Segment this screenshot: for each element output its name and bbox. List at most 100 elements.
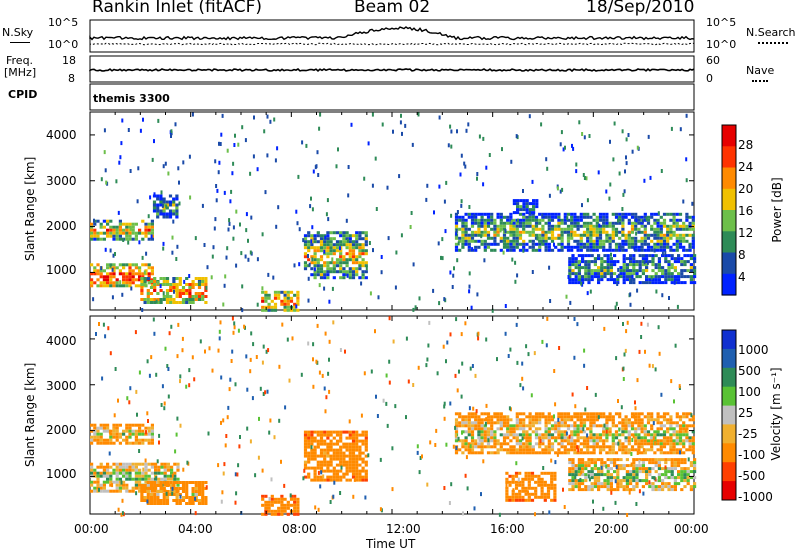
velocity-cell xyxy=(584,461,588,465)
power-cell xyxy=(515,221,519,225)
velocity-cell xyxy=(646,415,651,419)
power-cell xyxy=(568,260,572,264)
velocity-cell xyxy=(557,415,561,419)
velocity-cell xyxy=(499,418,503,422)
power-scatter-cell xyxy=(172,219,175,224)
power-cell xyxy=(131,222,135,226)
power-cell xyxy=(197,292,202,295)
velocity-cell xyxy=(125,423,129,427)
power-cell xyxy=(454,248,459,252)
velocity-cell xyxy=(467,433,471,437)
velocity-cell xyxy=(264,506,268,510)
power-cell xyxy=(571,254,575,258)
velocity-scatter-cell xyxy=(167,367,170,371)
velocity-scatter-cell xyxy=(539,439,542,443)
velocity-cell xyxy=(592,448,596,452)
velocity-cell xyxy=(332,478,336,482)
power-cell xyxy=(188,292,192,295)
velocity-cell xyxy=(635,467,639,471)
power-cell xyxy=(106,222,110,226)
velocity-cell xyxy=(102,489,106,493)
power-cell xyxy=(355,261,359,265)
power-cell xyxy=(593,275,597,279)
velocity-cell xyxy=(576,439,580,443)
power-scatter-cell xyxy=(219,142,222,146)
power-cell xyxy=(621,224,625,228)
power-scatter-cell xyxy=(301,140,304,145)
velocity-cell xyxy=(499,427,503,431)
power-cell xyxy=(486,242,491,246)
velocity-cell xyxy=(518,489,522,493)
power-cell xyxy=(143,298,147,301)
power-cell xyxy=(307,231,311,235)
velocity-scatter-cell xyxy=(443,416,446,421)
velocity-cell xyxy=(650,418,654,422)
velocity-cell xyxy=(635,470,639,474)
velocity-cell xyxy=(586,427,590,431)
velocity-cell xyxy=(579,451,583,455)
velocity-cell xyxy=(499,445,503,449)
freq-line xyxy=(89,68,695,73)
power-cell xyxy=(140,292,144,295)
velocity-cell xyxy=(656,442,660,446)
power-cell xyxy=(361,276,365,280)
power-cell xyxy=(618,245,622,249)
velocity-cell xyxy=(589,430,593,434)
power-cell xyxy=(147,222,151,226)
power-cell xyxy=(335,264,340,268)
power-cell xyxy=(637,221,641,225)
velocity-cell xyxy=(280,500,284,504)
velocity-scatter-cell xyxy=(135,491,138,496)
power-cell xyxy=(630,227,635,231)
power-cell xyxy=(286,296,290,300)
velocity-cell xyxy=(640,430,644,434)
power-scatter-cell xyxy=(531,270,534,274)
power-cell xyxy=(153,301,157,304)
velocity-cell xyxy=(109,483,113,487)
velocity-scatter-cell xyxy=(587,474,590,479)
velocity-scatter-cell xyxy=(512,488,515,493)
velocity-cell xyxy=(147,474,151,478)
velocity-cell xyxy=(178,487,182,490)
velocity-cell xyxy=(173,474,177,478)
velocity-cell xyxy=(355,460,359,464)
power-cell xyxy=(605,221,609,225)
power-cell xyxy=(138,269,142,273)
velocity-cell xyxy=(138,441,142,445)
velocity-scatter-cell xyxy=(635,502,638,506)
power-cell xyxy=(689,281,693,285)
power-scatter-cell xyxy=(528,114,531,119)
power-cell xyxy=(667,263,671,267)
velocity-cell xyxy=(115,465,119,469)
velocity-cell xyxy=(527,483,531,487)
power-cell xyxy=(573,245,577,249)
velocity-cell xyxy=(606,458,610,462)
power-scatter-cell xyxy=(194,236,197,241)
power-cell xyxy=(573,239,577,243)
velocity-cell xyxy=(680,479,684,483)
velocity-cell xyxy=(512,433,516,437)
velocity-cell xyxy=(163,477,167,481)
velocity-cell xyxy=(518,433,523,437)
power-cell xyxy=(115,225,119,229)
power-cell xyxy=(512,224,516,228)
power-cell xyxy=(102,225,106,229)
power-ytick-2000: 2000 xyxy=(46,219,77,233)
power-cell xyxy=(172,283,176,286)
power-cell xyxy=(496,242,500,246)
power-cell xyxy=(156,197,160,201)
power-cell xyxy=(621,233,625,237)
velocity-scatter-cell xyxy=(484,421,487,426)
velocity-cell xyxy=(506,436,510,440)
velocity-cell xyxy=(576,436,580,440)
velocity-cell xyxy=(568,467,572,471)
velocity-cell xyxy=(342,451,346,455)
power-cell xyxy=(181,298,186,301)
velocity-cell xyxy=(166,477,170,481)
power-cell xyxy=(573,230,577,234)
velocity-cell xyxy=(364,442,368,446)
velocity-cell xyxy=(554,424,558,428)
power-cell xyxy=(480,242,484,246)
velocity-cell xyxy=(480,424,484,428)
velocity-cell xyxy=(307,436,311,440)
